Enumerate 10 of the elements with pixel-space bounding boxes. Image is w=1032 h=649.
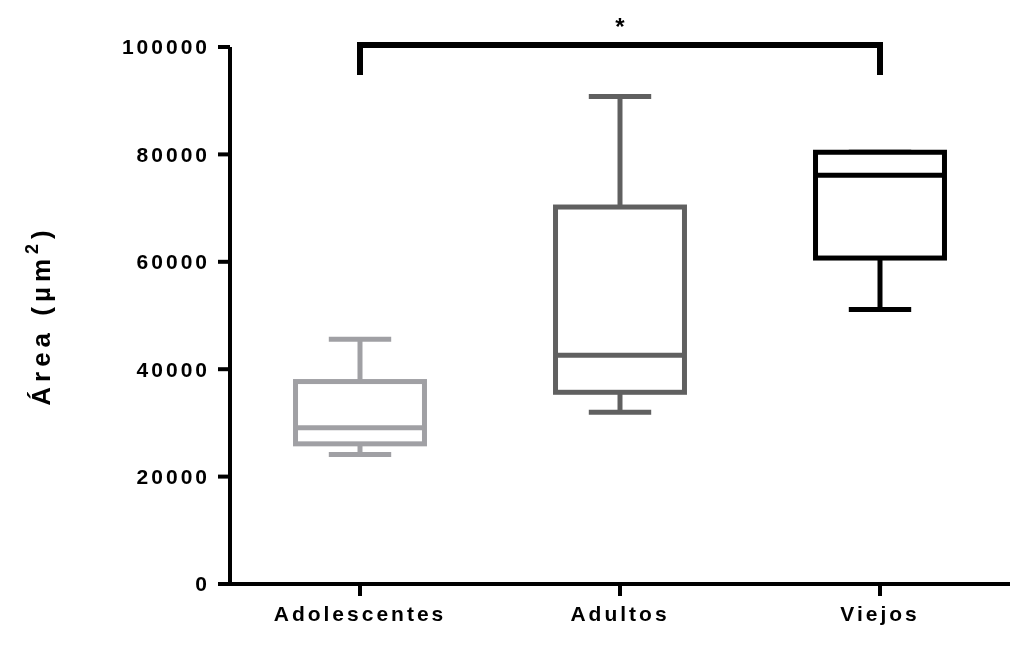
y-tick-label: 100000	[121, 35, 210, 59]
y-tick-label: 40000	[136, 357, 210, 381]
x-tick-label: Adolescentes	[273, 601, 447, 625]
x-tick-label: Viejos	[840, 601, 920, 625]
y-tick-label: 80000	[136, 142, 210, 166]
x-tick-label: Adultos	[570, 601, 670, 625]
text: *	[615, 13, 626, 40]
y-tick-label: 0	[195, 572, 210, 596]
y-tick-label: 60000	[136, 250, 210, 274]
y-tick-label: 20000	[136, 465, 210, 489]
